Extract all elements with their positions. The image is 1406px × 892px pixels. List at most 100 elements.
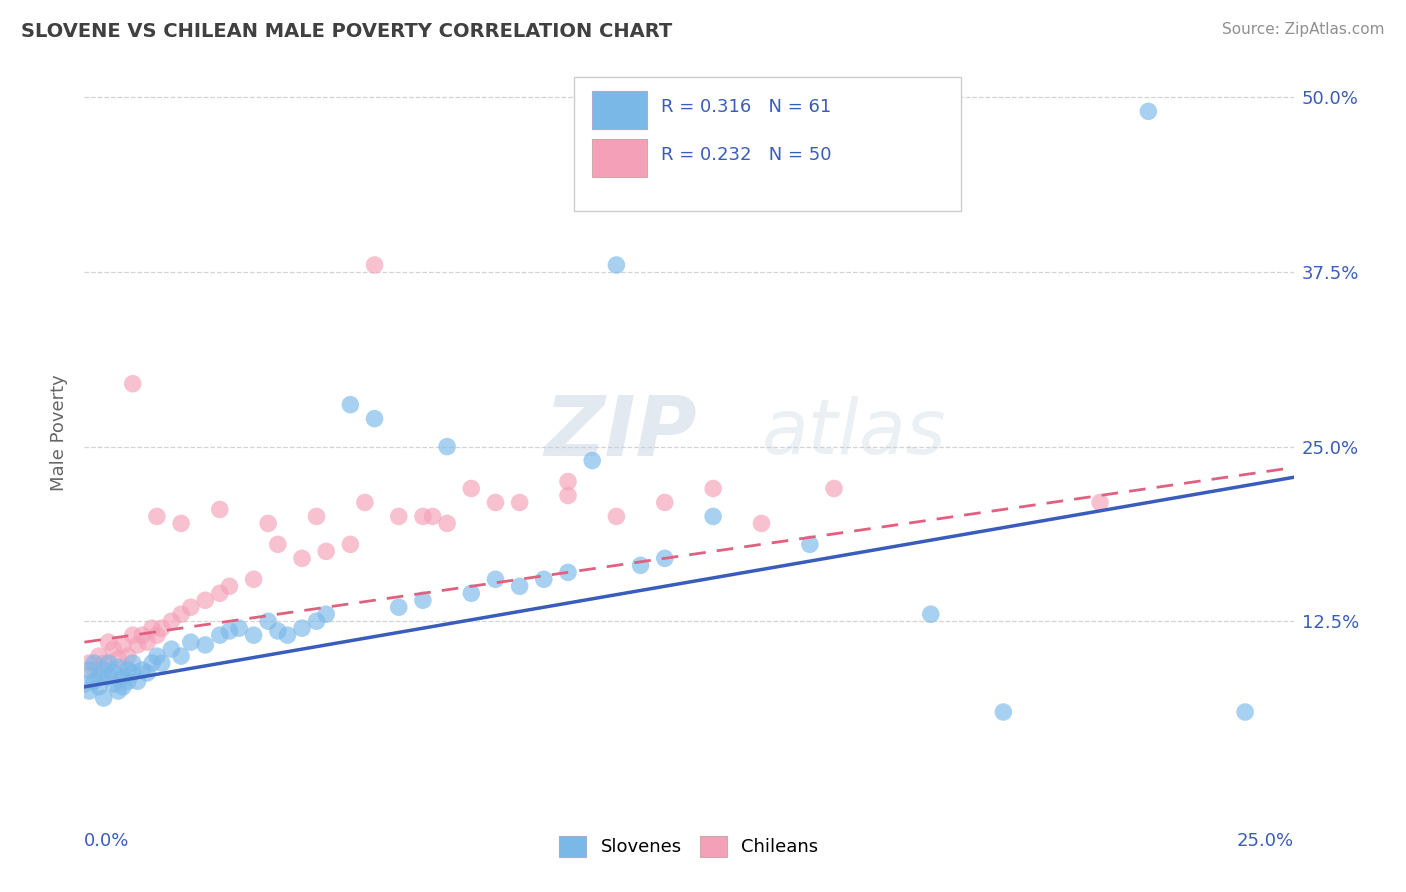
Text: SLOVENE VS CHILEAN MALE POVERTY CORRELATION CHART: SLOVENE VS CHILEAN MALE POVERTY CORRELAT… [21,22,672,41]
Point [83,656,105,670]
Point [87,680,110,694]
Point [180,600,202,615]
Point [160,614,183,628]
Point [121,628,143,642]
Point [97,656,120,670]
Point [339,537,361,551]
Point [242,572,264,586]
Point [83,663,105,677]
Point [131,628,153,642]
Point [315,544,337,558]
Point [208,628,231,642]
Point [93,691,115,706]
Text: R = 0.316   N = 61: R = 0.316 N = 61 [661,98,831,116]
Point [702,482,724,496]
Point [170,607,193,622]
Point [146,509,169,524]
Point [484,495,506,509]
Y-axis label: Male Poverty: Male Poverty [51,375,69,491]
Point [77,663,100,677]
Point [1088,495,1111,509]
Point [77,656,100,670]
Point [180,635,202,649]
Point [127,674,149,689]
Point [194,593,217,607]
Point [509,579,531,593]
Point [291,621,314,635]
Point [654,495,676,509]
Point [354,495,377,509]
Point [208,586,231,600]
Point [97,635,120,649]
Point [218,624,240,638]
Point [993,705,1015,719]
Point [208,502,231,516]
Text: 0.0%: 0.0% [84,832,129,850]
Point [291,551,314,566]
Point [422,509,444,524]
Point [141,656,163,670]
Point [388,509,411,524]
Point [484,572,506,586]
Point [276,628,298,642]
Point [315,607,337,622]
Point [533,572,555,586]
FancyBboxPatch shape [574,78,962,211]
Point [751,516,773,531]
Point [141,621,163,635]
Legend: Slovenes, Chileans: Slovenes, Chileans [553,829,825,864]
Text: atlas: atlas [762,396,946,469]
Point [136,665,159,680]
Point [136,635,159,649]
Point [509,495,531,509]
Point [257,516,280,531]
Point [242,628,264,642]
Point [228,621,250,635]
Point [305,509,328,524]
Point [150,621,173,635]
Point [267,537,290,551]
Point [77,684,100,698]
Point [218,579,240,593]
Point [93,663,115,677]
Point [339,398,361,412]
Point [121,656,143,670]
Point [654,551,676,566]
FancyBboxPatch shape [592,138,647,178]
Point [146,628,169,642]
Point [581,453,603,467]
Point [103,665,125,680]
Point [436,516,458,531]
Point [117,663,139,677]
Point [460,482,482,496]
Point [194,638,217,652]
Point [557,488,579,502]
Point [412,593,434,607]
Point [121,376,143,391]
Text: R = 0.232   N = 50: R = 0.232 N = 50 [661,146,831,164]
Point [127,638,149,652]
Point [920,607,942,622]
Point [112,680,135,694]
Point [630,558,652,573]
Point [257,614,280,628]
Point [112,670,135,684]
Point [1137,104,1160,119]
FancyBboxPatch shape [592,91,647,129]
Point [170,649,193,664]
Point [97,670,120,684]
Point [605,258,627,272]
Point [412,509,434,524]
Point [117,649,139,664]
Point [436,440,458,454]
Text: Source: ZipAtlas.com: Source: ZipAtlas.com [1222,22,1385,37]
Point [103,677,125,691]
Point [83,674,105,689]
Point [170,516,193,531]
Point [121,665,143,680]
Point [702,509,724,524]
Point [87,670,110,684]
Point [605,509,627,524]
Point [131,663,153,677]
Point [363,411,385,425]
